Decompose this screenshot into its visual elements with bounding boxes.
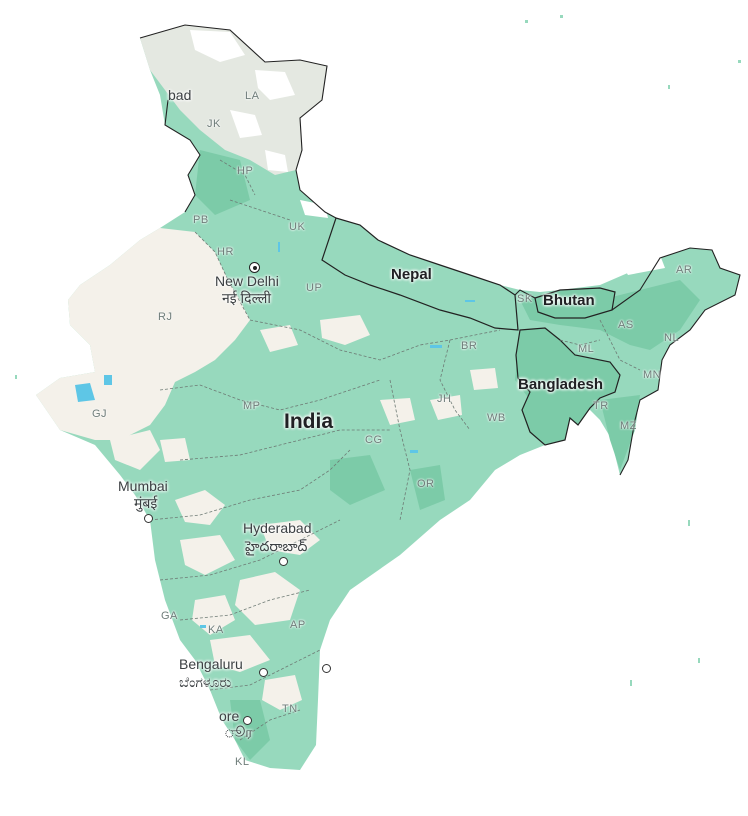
state-borders — [149, 159, 641, 741]
northern-border — [139, 24, 328, 171]
bangladesh-region — [515, 327, 621, 446]
hyderabad-marker[interactable] — [279, 557, 288, 566]
arid-patch — [110, 430, 160, 470]
snow-patches — [190, 30, 665, 288]
islands — [15, 15, 741, 686]
coimbatore-marker[interactable] — [243, 716, 252, 725]
bengaluru-marker[interactable] — [259, 668, 268, 677]
chennai-marker[interactable] — [322, 664, 331, 673]
india-border — [164, 99, 741, 476]
water-bodies — [75, 242, 475, 628]
new-delhi-capital-marker[interactable] — [249, 262, 260, 273]
himalaya-mountains — [140, 25, 327, 175]
mumbai-marker[interactable] — [144, 514, 153, 523]
